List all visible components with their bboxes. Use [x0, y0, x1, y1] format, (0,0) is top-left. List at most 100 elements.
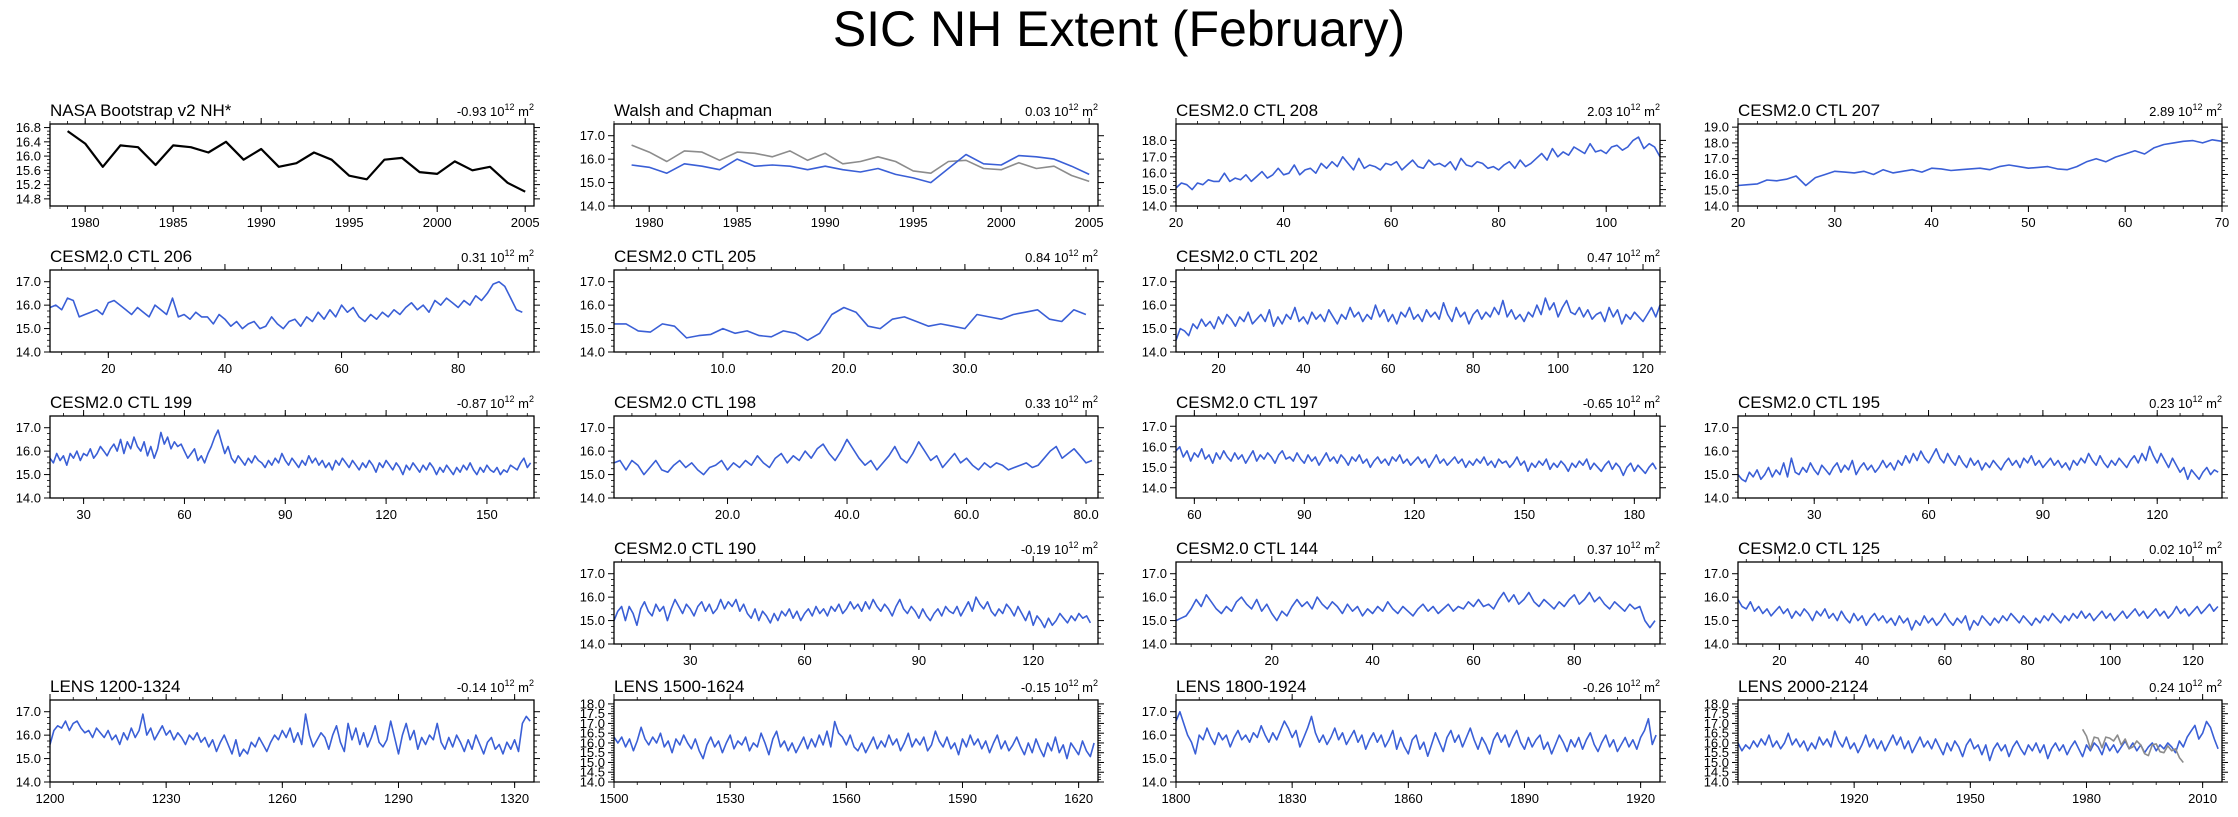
- y-tick-label: 14.0: [580, 637, 605, 652]
- y-tick-label: 16.8: [16, 120, 41, 135]
- y-tick-label: 17.0: [16, 704, 41, 719]
- y-tick-label: 16.0: [1142, 590, 1167, 605]
- x-tick-label: 1995: [899, 215, 928, 230]
- panel-trend: 2.03 1012 m2: [1587, 102, 1660, 119]
- x-tick-label: 1290: [384, 791, 413, 806]
- series-line: [1175, 136, 1661, 191]
- x-tick-label: 1500: [600, 791, 629, 806]
- panel-title: CESM2.0 CTL 206: [50, 247, 192, 266]
- x-tick-label: 1530: [716, 791, 745, 806]
- series-line: [1175, 297, 1661, 341]
- y-tick-label: 17.5: [1704, 706, 1729, 721]
- series-line: [1175, 445, 1657, 477]
- panel-p-207: CESM2.0 CTL 207 2.89 1012 m214.015.016.01…: [1704, 101, 2230, 230]
- x-tick-label: 120: [2146, 507, 2168, 522]
- panel-p-208: CESM2.0 CTL 208 2.03 1012 m2 14.0 15.016.0 1…: [1142, 101, 1666, 230]
- plot-frame: [49, 415, 535, 499]
- series-line: [1737, 599, 2219, 631]
- panel-title: CESM2.0 CTL 144: [1176, 539, 1318, 558]
- x-tick-label: 20: [1211, 361, 1225, 376]
- panel-trend: 0.37 1012 m2: [1587, 540, 1660, 557]
- panel-title: Walsh and Chapman: [614, 101, 772, 120]
- panel-p-125: CESM2.0 CTL 125 0.02 1012 m2 14.0 15.0 16.0 1…: [1704, 539, 2228, 668]
- panel-trend: 0.23 1012 m2: [2149, 394, 2222, 411]
- x-tick-label: 40: [1296, 361, 1310, 376]
- plot-frame: [1737, 561, 2223, 645]
- panel-p-199: CESM2.0 CTL 199 -0.87 1012 m2 14.0 15.0 16.0…: [16, 393, 540, 522]
- panel-p-lens20: LENS 2000-2124 0.24 1012 m2 14.014.515.015…: [1704, 677, 2228, 806]
- x-tick-label: 1980: [2072, 791, 2101, 806]
- x-tick-label: 30: [1828, 215, 1842, 230]
- y-tick-label: 15.0: [1142, 751, 1167, 766]
- x-tick-label: 1230: [152, 791, 181, 806]
- x-tick-label: 1980: [635, 215, 664, 230]
- x-tick-label: 120: [1022, 653, 1044, 668]
- series-line: [49, 429, 532, 476]
- series-line: [1175, 710, 1657, 758]
- y-tick-label: 16.0: [1142, 166, 1167, 181]
- y-tick-label: 14.0: [1704, 637, 1729, 652]
- panel-p-lens12: LENS 1200-1324 -0.14 1012 m2 14.0 15.0 16.0 1…: [16, 677, 540, 806]
- x-tick-label: 150: [1513, 507, 1535, 522]
- y-tick-label: 17.0: [580, 128, 605, 143]
- y-tick-label: 14.0: [1142, 345, 1167, 360]
- series-line: [1175, 591, 1656, 629]
- y-tick-label: 16.5: [580, 726, 605, 741]
- y-tick-label: 16.0: [1704, 590, 1729, 605]
- y-tick-label: 15.0: [1704, 755, 1729, 770]
- series-line: [66, 130, 526, 193]
- x-tick-label: 1860: [1394, 791, 1423, 806]
- x-tick-label: 120: [2182, 653, 2204, 668]
- x-tick-label: 60: [334, 361, 348, 376]
- x-tick-label: 1560: [832, 791, 861, 806]
- x-tick-label: 60: [177, 507, 191, 522]
- y-tick-label: 16.0: [16, 728, 41, 743]
- y-tick-label: 14.0: [1704, 775, 1729, 790]
- y-tick-label: 16.0: [16, 298, 41, 313]
- x-tick-label: 60: [1187, 507, 1201, 522]
- y-tick-label: 16.0: [16, 149, 41, 164]
- y-tick-label: 15.0: [16, 467, 41, 482]
- y-tick-label: 16.0: [1704, 735, 1729, 750]
- x-tick-label: 90: [2036, 507, 2050, 522]
- y-tick-label: 17.0: [1142, 274, 1167, 289]
- y-tick-label: 17.0: [1704, 151, 1729, 166]
- panel-title: CESM2.0 CTL 202: [1176, 247, 1318, 266]
- plot-frame: [49, 269, 535, 353]
- x-tick-label: 1590: [948, 791, 977, 806]
- y-tick-label: 16.0: [580, 444, 605, 459]
- y-tick-label: 15.0: [1704, 467, 1729, 482]
- panel-p-nasa: NASA Bootstrap v2 NH* -0.93 1012 m214.815…: [16, 101, 540, 230]
- y-tick-label: 17.0: [580, 420, 605, 435]
- x-tick-label: 60.0: [954, 507, 979, 522]
- x-tick-label: 1985: [159, 215, 188, 230]
- y-tick-label: 14.0: [1142, 775, 1167, 790]
- figure-title: SIC NH Extent (February): [832, 1, 1406, 57]
- y-tick-label: 18.0: [1142, 133, 1167, 148]
- panel-title: CESM2.0 CTL 197: [1176, 393, 1318, 412]
- y-tick-label: 14.0: [16, 775, 41, 790]
- x-tick-label: 1620: [1064, 791, 1093, 806]
- y-tick-label: 18.0: [580, 696, 605, 711]
- y-tick-label: 14.0: [580, 775, 605, 790]
- x-tick-label: 90: [278, 507, 292, 522]
- panel-p-195: CESM2.0 CTL 195 0.23 1012 m2 14.0 15.0 16.0 1…: [1704, 393, 2228, 522]
- y-tick-label: 15.0: [580, 755, 605, 770]
- plot-frame: [49, 699, 535, 783]
- plot-frame: [613, 269, 1099, 353]
- y-tick-label: 15.5: [580, 745, 605, 760]
- x-tick-label: 100: [2099, 653, 2121, 668]
- x-tick-label: 80: [1567, 653, 1581, 668]
- y-tick-label: 14.0: [1142, 480, 1167, 495]
- x-tick-label: 60: [1381, 361, 1395, 376]
- x-tick-label: 70: [2215, 215, 2229, 230]
- y-tick-label: 15.0: [1142, 613, 1167, 628]
- x-tick-label: 30: [683, 653, 697, 668]
- panel-title: LENS 1200-1324: [50, 677, 180, 696]
- panel-title: CESM2.0 CTL 205: [614, 247, 756, 266]
- y-tick-label: 14.0: [580, 345, 605, 360]
- panel-trend: -0.15 1012 m2: [1021, 678, 1098, 695]
- panel-title: CESM2.0 CTL 207: [1738, 101, 1880, 120]
- y-tick-label: 15.0: [16, 321, 41, 336]
- panel-trend: -0.65 1012 m2: [1583, 394, 1660, 411]
